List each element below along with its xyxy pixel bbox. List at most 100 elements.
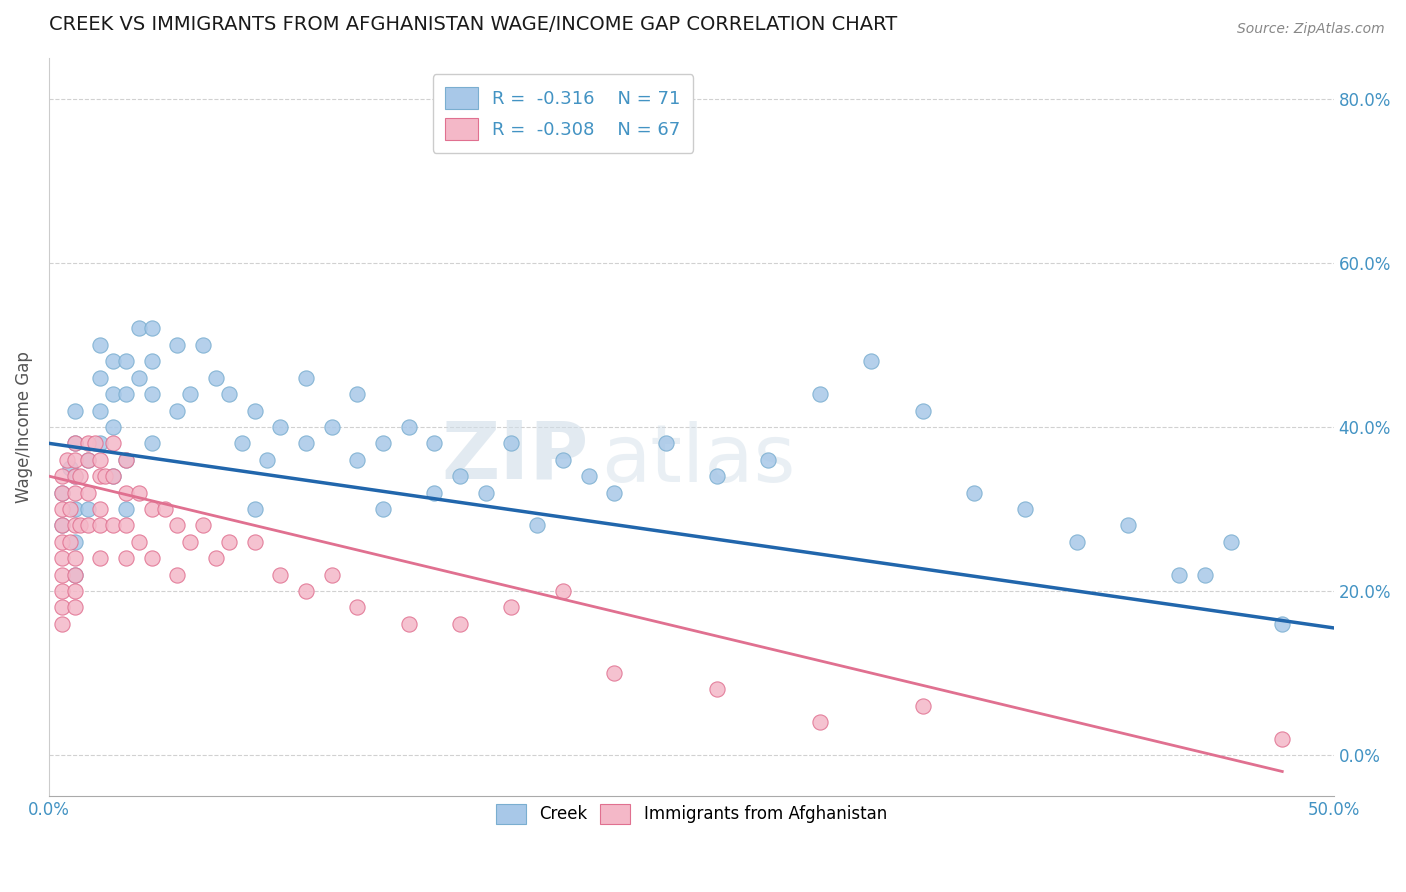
Point <box>103 354 125 368</box>
Point <box>218 534 240 549</box>
Point <box>706 682 728 697</box>
Point <box>423 485 446 500</box>
Point <box>205 370 228 384</box>
Point <box>153 502 176 516</box>
Point <box>141 387 163 401</box>
Point <box>295 436 318 450</box>
Point <box>808 715 831 730</box>
Point <box>76 436 98 450</box>
Point <box>141 321 163 335</box>
Point <box>551 584 574 599</box>
Point <box>449 469 471 483</box>
Point <box>654 436 676 450</box>
Point <box>115 354 138 368</box>
Point <box>51 567 73 582</box>
Point <box>526 518 548 533</box>
Point <box>398 420 420 434</box>
Point <box>474 485 496 500</box>
Point <box>501 600 523 615</box>
Point <box>295 370 318 384</box>
Point <box>63 567 86 582</box>
Point <box>94 469 117 483</box>
Point <box>166 567 188 582</box>
Point <box>115 551 138 566</box>
Point <box>423 436 446 450</box>
Point <box>51 485 73 500</box>
Y-axis label: Wage/Income Gap: Wage/Income Gap <box>15 351 32 503</box>
Point <box>58 461 80 475</box>
Point <box>128 485 150 500</box>
Point <box>115 485 138 500</box>
Point <box>166 518 188 533</box>
Point <box>1271 731 1294 746</box>
Point <box>128 370 150 384</box>
Point <box>63 584 86 599</box>
Point <box>808 387 831 401</box>
Point <box>578 469 600 483</box>
Point <box>398 616 420 631</box>
Point <box>63 436 86 450</box>
Point <box>243 502 266 516</box>
Point <box>103 436 125 450</box>
Point <box>51 600 73 615</box>
Point <box>51 518 73 533</box>
Point <box>346 600 368 615</box>
Point <box>63 436 86 450</box>
Point <box>63 502 86 516</box>
Point <box>1014 502 1036 516</box>
Point <box>51 616 73 631</box>
Point <box>1116 518 1139 533</box>
Point <box>1066 534 1088 549</box>
Point <box>63 485 86 500</box>
Point <box>321 567 343 582</box>
Point <box>51 502 73 516</box>
Point <box>758 452 780 467</box>
Point <box>256 452 278 467</box>
Point <box>179 387 201 401</box>
Point <box>84 436 107 450</box>
Point <box>706 469 728 483</box>
Point <box>63 469 86 483</box>
Point <box>346 387 368 401</box>
Point <box>63 534 86 549</box>
Point <box>63 551 86 566</box>
Point <box>115 387 138 401</box>
Point <box>63 469 86 483</box>
Point <box>141 354 163 368</box>
Point <box>89 502 111 516</box>
Text: Source: ZipAtlas.com: Source: ZipAtlas.com <box>1237 22 1385 37</box>
Point <box>1168 567 1191 582</box>
Point <box>89 518 111 533</box>
Point <box>63 518 86 533</box>
Point <box>69 518 91 533</box>
Point <box>603 666 626 681</box>
Point <box>58 534 80 549</box>
Point <box>115 518 138 533</box>
Point <box>58 502 80 516</box>
Point <box>51 534 73 549</box>
Point <box>89 436 111 450</box>
Point <box>205 551 228 566</box>
Point <box>51 485 73 500</box>
Point <box>218 387 240 401</box>
Point <box>141 551 163 566</box>
Point <box>371 502 394 516</box>
Point <box>89 469 111 483</box>
Point <box>371 436 394 450</box>
Point <box>51 518 73 533</box>
Point <box>295 584 318 599</box>
Point <box>115 502 138 516</box>
Legend: Creek, Immigrants from Afghanistan: Creek, Immigrants from Afghanistan <box>484 792 898 836</box>
Point <box>103 518 125 533</box>
Point <box>243 403 266 417</box>
Point <box>166 338 188 352</box>
Point <box>231 436 253 450</box>
Point <box>346 452 368 467</box>
Text: ZIP: ZIP <box>441 417 589 495</box>
Point <box>191 518 214 533</box>
Point <box>69 469 91 483</box>
Point <box>103 420 125 434</box>
Point <box>911 698 934 713</box>
Point <box>141 436 163 450</box>
Point <box>603 485 626 500</box>
